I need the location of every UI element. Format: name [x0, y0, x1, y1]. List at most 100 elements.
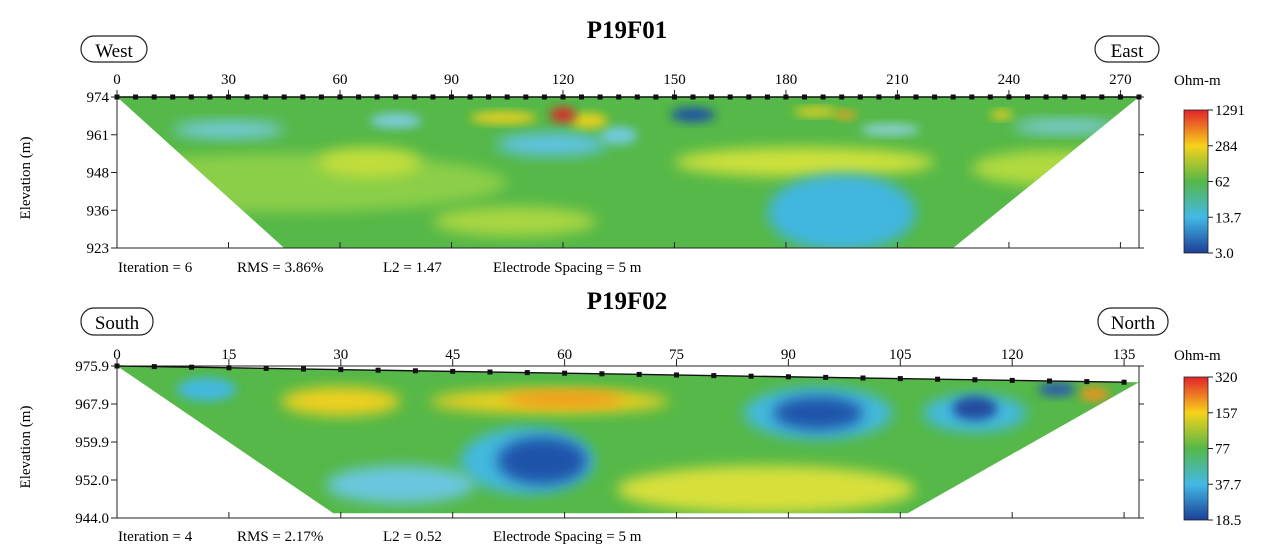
- colorbar-label: 18.5: [1215, 513, 1241, 529]
- colorbar-label: 1291: [1215, 103, 1245, 119]
- electrode-marker: [562, 370, 568, 376]
- colorbar-gradient: [1183, 109, 1209, 254]
- electrode-marker: [860, 375, 866, 381]
- electrode-marker: [188, 94, 194, 100]
- x-tick-label: 60: [332, 72, 347, 88]
- electrode-marker: [653, 94, 659, 100]
- x-tick-label: 135: [1113, 347, 1136, 363]
- direction-badge-right: [1097, 307, 1169, 336]
- electrode-marker: [523, 94, 529, 100]
- footer-stats: Iteration = 6 RMS = 3.86% L2 = 1.47 Elec…: [118, 260, 642, 276]
- electrode-marker: [897, 376, 903, 382]
- anomaly-low-0: [176, 377, 237, 402]
- anomaly-low-8: [600, 126, 638, 145]
- electrode-marker: [764, 94, 770, 100]
- x-tick-label: 240: [998, 72, 1021, 88]
- electrode-marker: [597, 94, 603, 100]
- colorbar-label: 13.7: [1215, 210, 1242, 226]
- electrode-marker: [1043, 94, 1049, 100]
- y-tick-label: 944.0: [75, 511, 109, 527]
- electrode-marker: [207, 94, 213, 100]
- anomaly-very-low-5: [497, 437, 587, 485]
- electrode-marker: [133, 94, 139, 100]
- electrode-marker: [1009, 377, 1015, 383]
- electrode-marker: [1136, 94, 1142, 100]
- electrode-marker: [226, 365, 232, 371]
- spacing-text: Electrode Spacing = 5 m: [493, 529, 642, 545]
- colorbar-label: 37.7: [1215, 477, 1242, 493]
- electrode-marker: [932, 94, 938, 100]
- anomaly-high-14: [793, 107, 838, 117]
- anomaly-moderate-3: [674, 147, 935, 177]
- electrode-marker: [690, 94, 696, 100]
- electrode-marker: [969, 94, 975, 100]
- electrode-marker: [170, 94, 176, 100]
- rms-text: RMS = 3.86%: [237, 260, 323, 276]
- electrode-marker: [876, 94, 882, 100]
- electrode-marker: [393, 94, 399, 100]
- panel-p19f02: P19F02 South North Elevation (m) 0 15 30 45…: [18, 288, 1242, 545]
- electrode-marker: [674, 372, 679, 378]
- electrode-marker: [634, 94, 640, 100]
- electrode-marker: [711, 373, 717, 379]
- direction-badge-right: [1094, 35, 1160, 63]
- electrode-marker: [430, 94, 436, 100]
- x-tick-label: 60: [557, 347, 572, 363]
- chart-title: P19F02: [587, 288, 668, 315]
- electrode-marker: [972, 377, 978, 383]
- electrode-marker: [950, 94, 956, 100]
- x-tick-label: 30: [221, 72, 236, 88]
- electrode-marker: [486, 94, 492, 100]
- anomaly-high-16: [990, 110, 1013, 120]
- electrode-marker: [727, 94, 733, 100]
- electrode-marker: [300, 94, 306, 100]
- x-tick-label: 120: [552, 72, 575, 88]
- direction-badge-left: [80, 35, 148, 63]
- anomaly-low-11: [860, 123, 920, 136]
- electrode-marker: [541, 94, 547, 100]
- electrode-marker: [857, 94, 863, 100]
- colorbar-labels: 320 157 77 37.7 18.5: [1208, 370, 1242, 529]
- electrode-marker: [820, 94, 826, 100]
- y-axis-label: Elevation (m): [18, 406, 34, 489]
- electrode-marker: [449, 94, 454, 100]
- electrode-marker: [151, 94, 157, 100]
- electrode-marker: [281, 94, 287, 100]
- colorbar-unit: Ohm-m: [1174, 348, 1221, 364]
- y-tick-label: 959.9: [75, 435, 109, 451]
- anomaly-very-low-18: [670, 107, 716, 123]
- anomaly-high-12: [1079, 387, 1110, 402]
- electrode-marker: [338, 367, 344, 373]
- x-tick-label: 75: [669, 347, 684, 363]
- electrode-marker: [467, 94, 473, 100]
- electrode-marker: [1080, 94, 1086, 100]
- electrode-marker: [524, 370, 530, 376]
- anomaly-very-high-17: [550, 107, 576, 123]
- chart-title: P19F01: [587, 17, 668, 44]
- colorbar-gradient: [1183, 376, 1209, 521]
- electrode-marker: [616, 94, 622, 100]
- electrode-marker: [913, 94, 919, 100]
- y-tick-label: 936: [87, 203, 110, 219]
- anomaly-low-0: [117, 153, 508, 213]
- x-tick-label: 30: [333, 347, 348, 363]
- direction-label-right: North: [1111, 313, 1156, 334]
- x-tick-label: 270: [1109, 72, 1132, 88]
- y-tick-label: 923: [87, 241, 110, 257]
- anomaly-low-6: [325, 465, 476, 504]
- x-tick-label: 15: [221, 347, 236, 363]
- y-tick-label: 952.0: [75, 473, 109, 489]
- x-axis: 0 30 60 90 120 150 180 210 240 270: [113, 72, 1132, 248]
- electrode-marker: [823, 374, 829, 380]
- y-tick-label: 975.9: [75, 359, 109, 375]
- colorbar-label: 3.0: [1215, 246, 1234, 262]
- electrode-marker: [636, 371, 642, 377]
- electrode-marker: [450, 368, 456, 374]
- colorbar-label: 284: [1215, 139, 1238, 155]
- anomaly-low-10: [1012, 119, 1117, 134]
- anomaly-high-7: [616, 465, 916, 514]
- y-axis: 974 961 948 936 923: [87, 90, 1144, 257]
- l2-text: L2 = 0.52: [383, 529, 442, 545]
- anomaly-moderate-2: [432, 206, 597, 237]
